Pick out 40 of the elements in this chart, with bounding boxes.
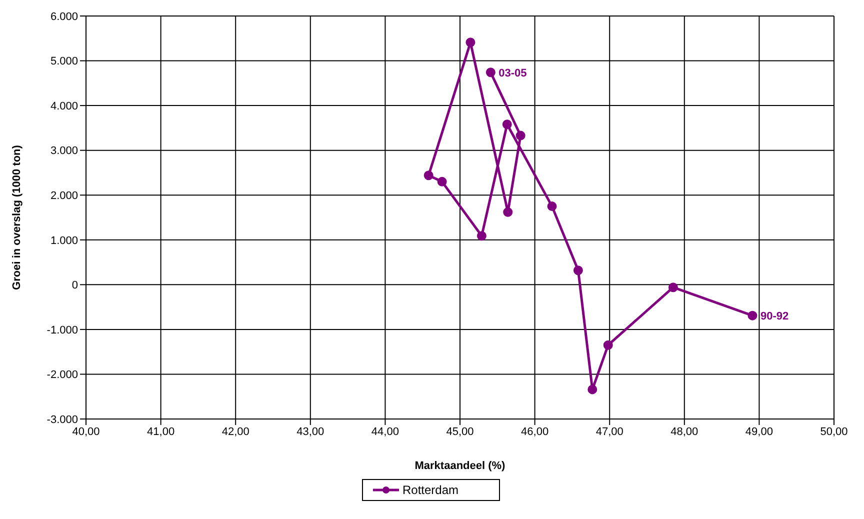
point <box>516 130 526 140</box>
point <box>486 68 496 78</box>
y-tick-label: 5.000 <box>50 56 78 68</box>
point <box>547 202 557 212</box>
y-tick-label: -3.000 <box>46 414 78 426</box>
point <box>502 120 512 130</box>
x-tick-label: 42,00 <box>222 426 250 438</box>
x-axis-title: Marktaandeel (%) <box>414 460 506 472</box>
x-tick-label: 49,00 <box>745 426 773 438</box>
y-axis-title: Groei in overslag (1000 ton) <box>10 144 23 290</box>
x-tick-label: 50,00 <box>820 426 848 438</box>
point <box>573 266 583 276</box>
legend-label: Rotterdam <box>401 483 459 497</box>
x-tick-label: 46,00 <box>521 426 549 438</box>
y-tick-label: 3.000 <box>50 145 78 158</box>
point <box>437 176 447 186</box>
y-tick-label: -2.000 <box>46 369 78 382</box>
y-tick-label: 6.000 <box>50 10 78 23</box>
annotation: 03-05 <box>498 67 527 80</box>
y-tick-label: 4.000 <box>50 100 78 112</box>
point <box>466 38 476 48</box>
point <box>476 231 486 241</box>
point <box>748 310 758 320</box>
x-tick-label: 44,00 <box>371 426 399 438</box>
x-tick-label: 40,00 <box>72 426 100 438</box>
x-tick-label: 47,00 <box>596 426 624 438</box>
y-tick-label: 2.000 <box>50 190 78 202</box>
y-tick-label: -1.000 <box>46 324 78 336</box>
x-tick-label: 43,00 <box>296 426 324 438</box>
point <box>588 384 598 394</box>
x-tick-label: 41,00 <box>147 426 175 438</box>
y-tick-label: 0 <box>72 280 78 292</box>
point <box>503 207 513 217</box>
x-tick-label: 45,00 <box>446 426 474 438</box>
point <box>668 282 678 292</box>
y-tick-label: 1.000 <box>50 234 78 247</box>
point <box>603 340 613 350</box>
annotation: 90-92 <box>760 310 789 322</box>
point <box>424 170 434 180</box>
x-tick-label: 48,00 <box>670 426 698 438</box>
